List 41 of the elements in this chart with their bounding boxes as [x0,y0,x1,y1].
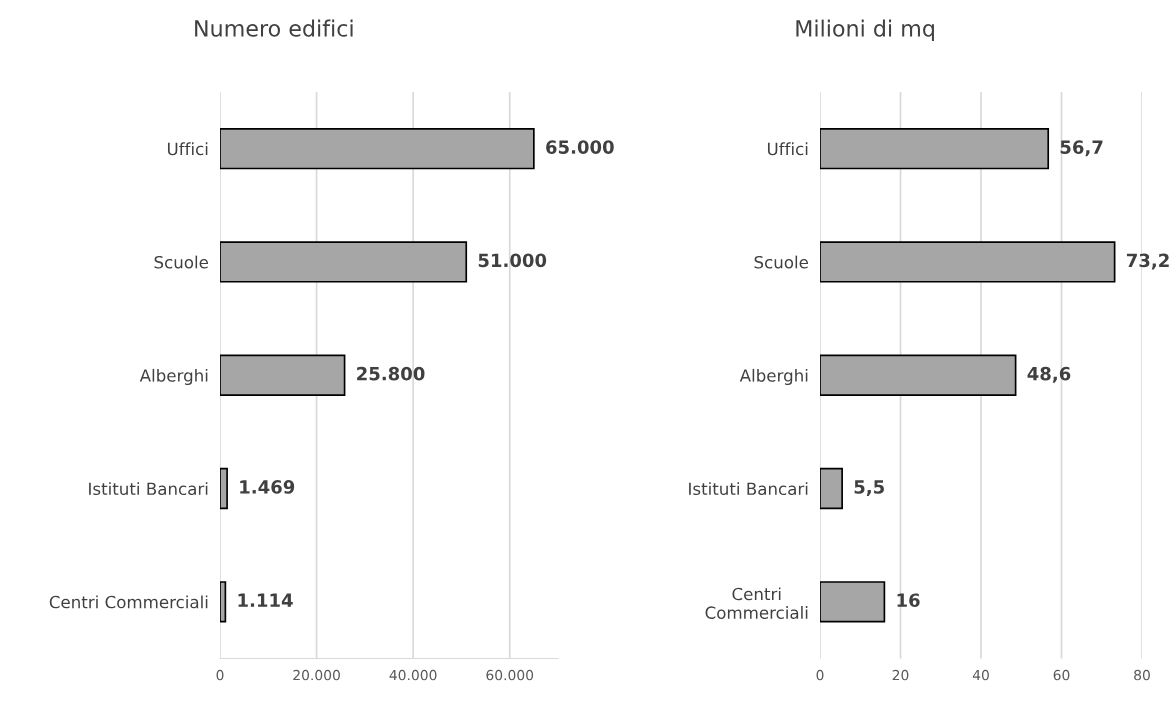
y-tick-label: Uffici [767,142,808,156]
bar [220,241,468,283]
y-tick-label: Alberghi [139,368,208,386]
data-label: 16 [897,593,920,608]
x-tick-label: 0 [216,669,224,681]
data-label: 56,7 [1060,140,1103,157]
bar [820,354,1017,396]
data-label: 5,5 [854,480,884,497]
x-tick-label: 40.000 [389,669,437,681]
y-tick-label: Alberghi [739,368,808,386]
x-tick-label: 20 [892,669,909,681]
data-label: 51.000 [478,253,547,268]
x-tick-label: 0 [816,669,824,681]
y-tick-label: Centri Commerciali [49,595,208,609]
bar [220,467,228,510]
y-tick-label: Istituti Bancari [89,482,208,496]
y-tick-label: Istituti Bancari [689,482,808,496]
bar [820,241,1116,283]
x-tick-label: 20.000 [293,669,340,681]
data-label: 1.469 [240,480,295,494]
x-tick-label: 60.000 [486,669,534,681]
data-label: 73,2 [1126,253,1169,270]
data-label: 48,6 [1027,366,1071,383]
bar [220,354,346,396]
x-tick-label: 80 [1134,669,1150,681]
data-label: 25.800 [357,366,425,381]
bar [820,467,843,510]
chart-title: Milioni di mq [796,19,934,42]
y-tick-label: Uffici [167,142,208,156]
x-tick-label: 60 [1053,669,1070,681]
data-label: 65.000 [546,140,614,154]
x-tick-label: 40 [972,669,989,681]
y-tick-label: Centri Commerciali [705,587,808,619]
data-label: 1.114 [238,593,293,607]
y-tick-label: Scuole [154,255,208,269]
bar [820,581,886,623]
chart-title: Numero edifici [195,19,353,37]
y-tick-label: Scuole [754,255,808,269]
bar [220,128,535,170]
bar [220,581,227,623]
bar [820,128,1050,170]
